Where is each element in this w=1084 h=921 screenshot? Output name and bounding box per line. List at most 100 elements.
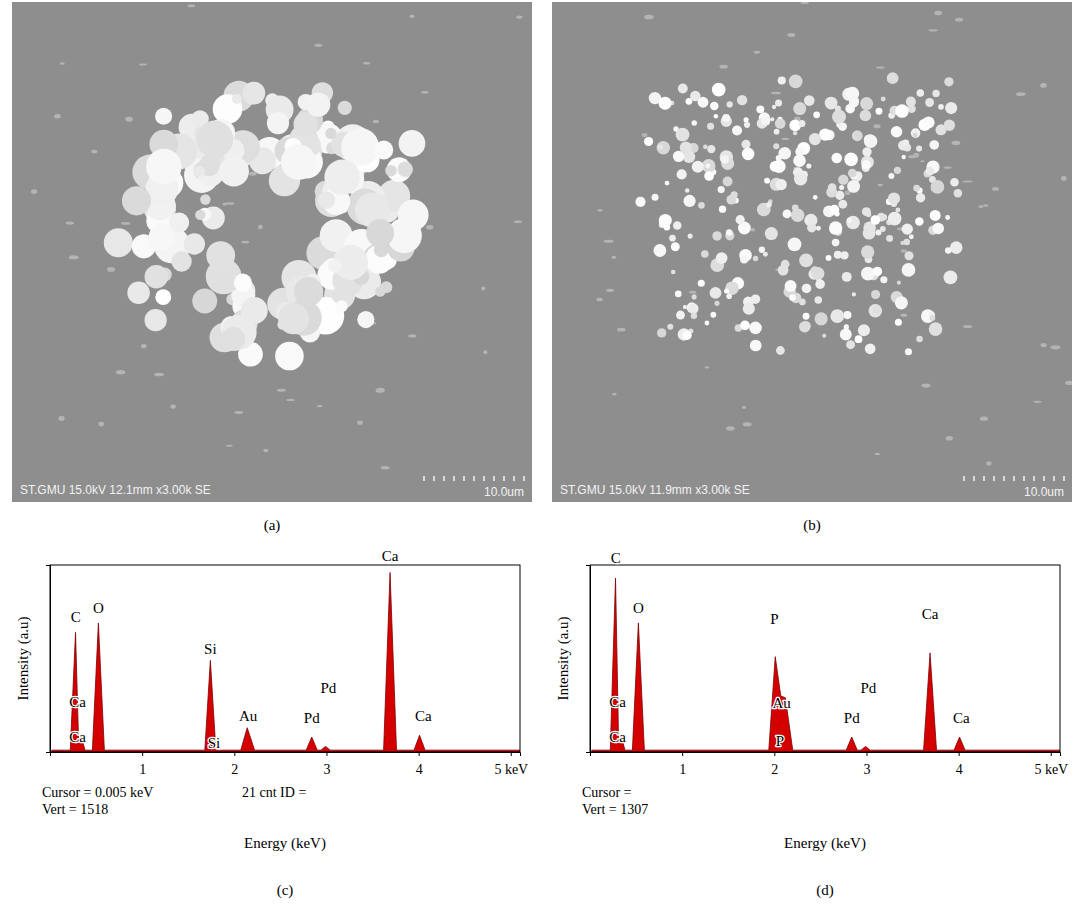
particle bbox=[724, 288, 729, 293]
particle bbox=[716, 252, 728, 264]
image-content: ST.GMU 15.0kV 11.9mm x3.00k SE10.0um bbox=[552, 2, 1072, 502]
speck bbox=[929, 29, 938, 31]
speck bbox=[408, 334, 416, 337]
particle bbox=[913, 185, 920, 192]
particle bbox=[732, 125, 742, 135]
particle bbox=[325, 128, 336, 139]
particle bbox=[683, 195, 695, 207]
speck bbox=[642, 133, 648, 137]
particle bbox=[793, 102, 806, 115]
particle bbox=[242, 82, 265, 105]
speck bbox=[60, 62, 65, 64]
particle bbox=[764, 178, 770, 184]
particle bbox=[905, 348, 912, 355]
particle bbox=[829, 205, 839, 215]
speck bbox=[900, 314, 907, 317]
particle bbox=[871, 290, 880, 299]
particle bbox=[881, 97, 886, 102]
scale-bar-tick bbox=[1063, 476, 1065, 481]
y-axis-title: Intensity (a.u) bbox=[15, 616, 32, 700]
scale-bar-tick bbox=[1053, 476, 1055, 481]
particle bbox=[815, 312, 828, 325]
particle bbox=[772, 105, 776, 109]
particle bbox=[701, 250, 709, 258]
particle bbox=[831, 153, 842, 164]
y-axis-line bbox=[46, 566, 51, 753]
particle bbox=[792, 204, 799, 211]
scale-bar-tick bbox=[983, 476, 985, 481]
particle bbox=[653, 244, 666, 257]
x-tick-mark bbox=[234, 752, 235, 756]
particle bbox=[200, 194, 210, 204]
speck bbox=[54, 114, 61, 118]
particle bbox=[944, 119, 955, 130]
peak-label: Ca bbox=[953, 710, 970, 726]
particle bbox=[855, 335, 863, 343]
particle bbox=[278, 303, 309, 334]
scale-bar-tick bbox=[1043, 476, 1045, 481]
plot-frame bbox=[50, 565, 520, 752]
speck bbox=[612, 393, 616, 396]
peak-label: Ca bbox=[609, 694, 626, 710]
particle bbox=[678, 84, 688, 94]
scale-bar-tick bbox=[463, 476, 465, 481]
particle bbox=[318, 191, 335, 208]
speck bbox=[617, 328, 626, 332]
x-tick: 4 bbox=[956, 752, 963, 777]
particle bbox=[770, 161, 781, 172]
speck bbox=[277, 389, 286, 392]
speck bbox=[421, 91, 428, 94]
particle bbox=[306, 92, 330, 116]
particle bbox=[815, 279, 825, 289]
x-tick-mark bbox=[419, 752, 420, 756]
particle bbox=[834, 251, 842, 259]
particle bbox=[788, 237, 802, 251]
particle bbox=[726, 229, 733, 236]
particle bbox=[169, 213, 189, 233]
particle bbox=[828, 183, 837, 192]
peak-label: Pd bbox=[860, 680, 876, 696]
particle bbox=[826, 255, 832, 261]
x-tick: 2 bbox=[231, 752, 238, 777]
speck bbox=[978, 205, 983, 208]
scale-bar-tick bbox=[423, 476, 425, 481]
particle bbox=[849, 97, 859, 107]
particle bbox=[829, 221, 842, 234]
particle bbox=[802, 284, 812, 294]
particle bbox=[357, 311, 374, 328]
particle bbox=[703, 144, 708, 149]
speck bbox=[125, 117, 132, 122]
particle bbox=[954, 189, 962, 197]
particle bbox=[846, 340, 855, 349]
peak-label: Pd bbox=[320, 680, 336, 696]
speck bbox=[98, 422, 104, 427]
panel-label: (d) bbox=[816, 882, 834, 899]
scale-bar-tick bbox=[443, 476, 445, 481]
speck bbox=[986, 461, 991, 465]
particle bbox=[778, 265, 789, 276]
particle bbox=[944, 77, 953, 86]
particle bbox=[219, 156, 249, 186]
speck bbox=[946, 436, 953, 441]
speck bbox=[426, 225, 433, 230]
particle bbox=[932, 90, 939, 97]
particle bbox=[909, 234, 914, 239]
particle bbox=[710, 287, 722, 299]
particle bbox=[657, 141, 671, 155]
particle bbox=[712, 83, 726, 97]
speck bbox=[223, 203, 227, 206]
speck bbox=[363, 62, 370, 65]
particle bbox=[860, 110, 872, 122]
spectrum-panel: 12345 keVCCaCaOPAuPPdPdCaCaCursor =Vert … bbox=[555, 550, 1068, 899]
particle bbox=[804, 95, 815, 106]
spectrum-area bbox=[52, 572, 520, 752]
particle bbox=[839, 185, 844, 190]
particle bbox=[900, 241, 904, 245]
particle bbox=[862, 160, 871, 169]
scale-bar-tick bbox=[963, 476, 965, 481]
particle bbox=[794, 172, 807, 185]
particle bbox=[688, 234, 693, 239]
speck bbox=[107, 267, 115, 272]
speck bbox=[357, 421, 363, 425]
peak-label: Pd bbox=[304, 710, 320, 726]
